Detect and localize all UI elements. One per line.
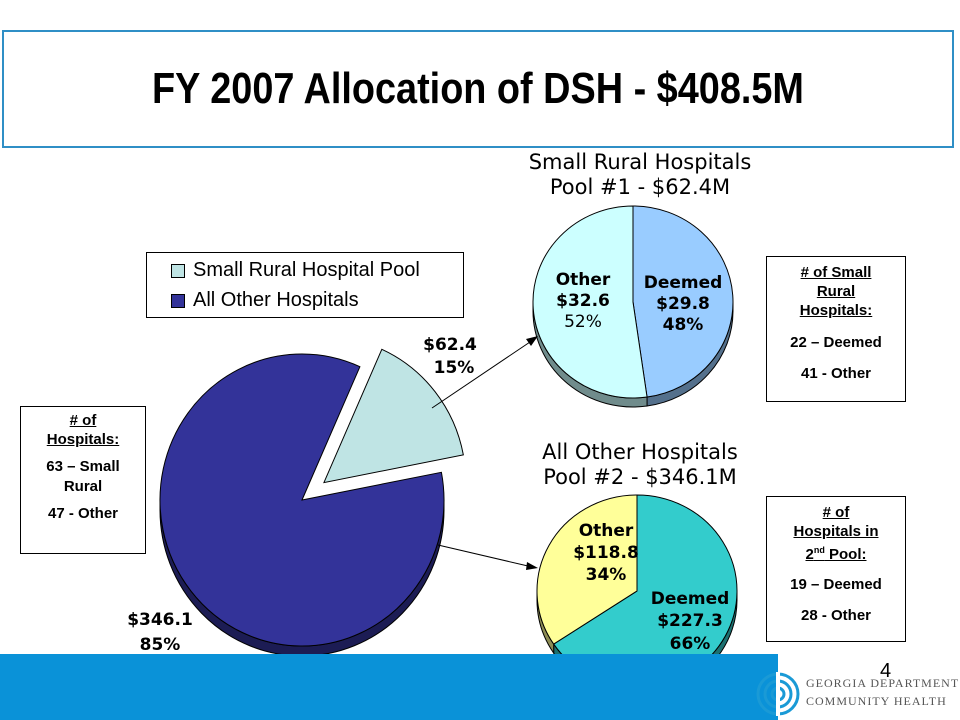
hospital-count-line-2: Rural [63, 478, 103, 495]
legend-item-small-rural: Small Rural Hospital Pool [171, 259, 420, 282]
pool2-header-sup: nd [813, 545, 825, 555]
dch-logo: GEORGIA DEPARTMENT OF COMMUNITY HEALTH [752, 668, 960, 718]
pool1-title-line2: Pool #1 - $62.4M [549, 175, 731, 199]
page-title: FY 2007 Allocation of DSH - $408.5M [152, 64, 804, 113]
legend: Small Rural Hospital Pool All Other Hosp… [146, 252, 464, 318]
pool2-count-box: # of Hospitals in 2nd Pool: 19 – Deemed … [766, 496, 906, 642]
pool1-label-other-pct: 52% [564, 312, 602, 332]
pool2-label-deemed-pct: 66% [670, 634, 711, 654]
connector-arrow-pool1 [431, 341, 531, 409]
bottom-bar [0, 654, 778, 720]
pool2-label-other-pct: 34% [586, 565, 627, 585]
logo-text-line2: COMMUNITY HEALTH [806, 694, 947, 708]
hospital-count-box: # of Hospitals: 63 – Small Rural 47 - Ot… [20, 406, 146, 554]
pool1-count-box: # of Small Rural Hospitals: 22 – Deemed … [766, 256, 906, 402]
pool1-count-other: 41 - Other [800, 365, 872, 382]
pool1-label-deemed-name: Deemed [644, 273, 723, 293]
pool2-count-deemed: 19 – Deemed [790, 576, 882, 593]
page-number: 4 [880, 660, 892, 682]
connector-arrowhead-pool2 [526, 562, 538, 570]
pool2-header-pool: Pool: [824, 546, 867, 563]
pool1-title-line1: Small Rural Hospitals [528, 150, 752, 174]
pool1-pie-slice-other [532, 205, 648, 408]
pool1-title: Small Rural Hospitals Pool #1 - $62.4M [500, 150, 780, 200]
pool1-label-other-value: $32.6 [556, 291, 610, 311]
legend-swatch-small-rural [171, 263, 185, 278]
connector-arrow-pool2 [437, 544, 529, 567]
connector-arrowhead-pool1 [526, 336, 538, 346]
pool1-pie-slice-deemed [632, 205, 734, 407]
hospital-count-small-rural: 63 – Small Rural [21, 457, 145, 497]
pool2-count-header-3: 2nd Pool: [767, 541, 905, 564]
pool1-label-deemed-pct: 48% [663, 315, 704, 335]
pool2-title-line2: Pool #2 - $346.1M [543, 465, 737, 489]
pool2-pie-slice-other [536, 494, 638, 655]
hospital-count-other: 47 - Other [47, 505, 119, 522]
charts-layer [159, 205, 738, 697]
main-label-all-other-pct: 85% [140, 635, 181, 655]
main-label-small-rural-pct: 15% [434, 358, 475, 378]
main-label-all-other-value: $346.1 [127, 610, 193, 630]
title-box: FY 2007 Allocation of DSH - $408.5M [2, 30, 954, 148]
main-pie-slice-small-rural-hospital-pool [323, 348, 464, 484]
hospital-count-line-1: 63 – Small [46, 458, 120, 475]
logo-text-line1: GEORGIA DEPARTMENT OF [806, 676, 960, 690]
pool2-label-other-name: Other [579, 521, 634, 541]
pool1-count-header-3: Hospitals: [799, 302, 873, 319]
hospital-count-header-1: # of [69, 412, 97, 429]
pool1-label-other-name: Other [556, 270, 611, 290]
main-pie-slice-all-other-hospitals [159, 353, 445, 657]
pool1-label-deemed-value: $29.8 [656, 294, 710, 314]
pool2-title: All Other Hospitals Pool #2 - $346.1M [500, 440, 780, 490]
legend-label-all-other: All Other Hospitals [193, 289, 359, 311]
hospital-count-header-2: Hospitals: [46, 431, 120, 448]
legend-swatch-all-other [171, 293, 185, 308]
main-label-small-rural-value: $62.4 [423, 335, 477, 355]
pool1-count-header-2: Rural [816, 283, 856, 300]
legend-item-all-other: All Other Hospitals [171, 289, 359, 312]
pool1-count-header-1: # of Small [800, 264, 872, 281]
pool2-label-deemed-value: $227.3 [657, 611, 723, 631]
dch-logo-icon [756, 672, 800, 716]
pool2-label-deemed-name: Deemed [651, 589, 730, 609]
pool2-title-line1: All Other Hospitals [542, 440, 738, 464]
pool2-header-ordinal: 2 [805, 546, 814, 563]
pool2-count-other: 28 - Other [800, 607, 872, 624]
pool2-count-header-1: # of [822, 504, 850, 521]
legend-label-small-rural: Small Rural Hospital Pool [193, 259, 420, 281]
pool1-count-deemed: 22 – Deemed [790, 334, 882, 351]
pool2-label-other-value: $118.8 [573, 543, 639, 563]
pool2-count-header-2: Hospitals in [793, 523, 879, 540]
